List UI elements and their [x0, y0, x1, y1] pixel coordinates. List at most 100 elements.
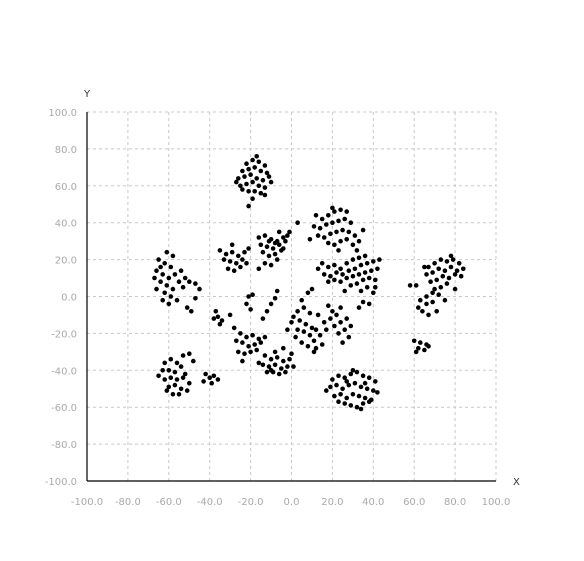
data-point [440, 273, 446, 279]
data-point [373, 379, 378, 384]
data-point [201, 379, 206, 384]
x-tick-label: -100.0 [71, 497, 103, 508]
data-point [268, 356, 274, 362]
x-tick-label: -60.0 [156, 497, 182, 508]
data-point [254, 154, 259, 159]
data-point [172, 369, 178, 375]
data-point [262, 353, 268, 358]
data-point [285, 364, 290, 369]
data-point [182, 275, 188, 281]
data-point [287, 356, 292, 362]
data-point [332, 393, 337, 399]
data-point [299, 340, 305, 345]
data-point [317, 225, 323, 231]
data-point [170, 253, 176, 259]
data-point [324, 388, 329, 393]
data-point [262, 163, 268, 168]
data-point [342, 327, 348, 333]
data-point [307, 332, 313, 338]
data-point [276, 229, 282, 235]
data-point [166, 368, 172, 373]
data-point [266, 174, 272, 179]
data-point [342, 401, 348, 406]
data-point [348, 220, 354, 225]
data-point [248, 307, 253, 312]
data-point [295, 309, 300, 314]
data-point [154, 268, 159, 274]
data-point [346, 229, 352, 235]
data-point [268, 301, 274, 307]
data-point [364, 386, 370, 392]
data-point [344, 316, 350, 321]
data-point [240, 257, 245, 262]
data-point [295, 220, 300, 225]
data-point [260, 316, 266, 321]
data-point [340, 227, 345, 233]
data-point [274, 355, 280, 360]
data-point [256, 266, 262, 272]
data-point [354, 281, 360, 286]
data-point [250, 179, 255, 185]
data-point [203, 371, 208, 377]
data-point [424, 294, 429, 299]
data-point [191, 358, 196, 364]
data-point [164, 249, 170, 255]
data-point [301, 329, 307, 334]
data-point [332, 277, 337, 283]
data-point [424, 272, 429, 277]
data-point [262, 261, 268, 266]
data-point [348, 371, 354, 377]
y-tick-label: -100.0 [45, 477, 77, 488]
data-point [256, 360, 262, 366]
x-axis-title: X [513, 477, 520, 488]
data-point [285, 233, 290, 238]
data-point [242, 174, 247, 179]
data-point [238, 183, 243, 189]
y-tick-label: -60.0 [51, 403, 77, 414]
data-point [336, 218, 341, 224]
data-point [334, 382, 339, 388]
x-tick-label: 60.0 [403, 497, 425, 508]
data-point [174, 297, 180, 303]
data-point [411, 338, 417, 344]
data-point [168, 375, 174, 381]
data-point [211, 316, 217, 321]
data-point [366, 301, 372, 307]
data-point [256, 183, 262, 189]
data-point [330, 220, 335, 225]
data-point [356, 255, 362, 261]
data-point [174, 360, 180, 366]
data-point [256, 235, 262, 240]
data-point [264, 309, 270, 314]
data-point [371, 388, 376, 393]
data-point [272, 362, 278, 368]
data-point [454, 268, 460, 274]
data-point [452, 286, 458, 292]
data-point [174, 377, 180, 382]
data-point [344, 261, 350, 266]
data-point [272, 251, 278, 257]
data-point [260, 178, 266, 183]
data-point [360, 277, 366, 283]
data-point [338, 207, 343, 213]
data-point [422, 264, 427, 270]
data-point [338, 266, 343, 272]
x-tick-label: 0.0 [284, 497, 300, 508]
data-point [334, 229, 339, 235]
data-point [338, 238, 343, 244]
data-point [293, 334, 298, 340]
data-point [319, 342, 325, 347]
data-point [240, 168, 245, 174]
data-point [252, 189, 257, 194]
data-point [283, 369, 288, 375]
scatter-points [152, 154, 466, 412]
data-point [358, 384, 364, 390]
data-point [346, 382, 352, 388]
data-point [328, 384, 333, 390]
data-point [240, 187, 245, 192]
data-point [340, 340, 345, 345]
data-point [328, 316, 333, 321]
data-point [354, 404, 360, 410]
data-point [354, 248, 360, 253]
data-point [313, 213, 319, 218]
